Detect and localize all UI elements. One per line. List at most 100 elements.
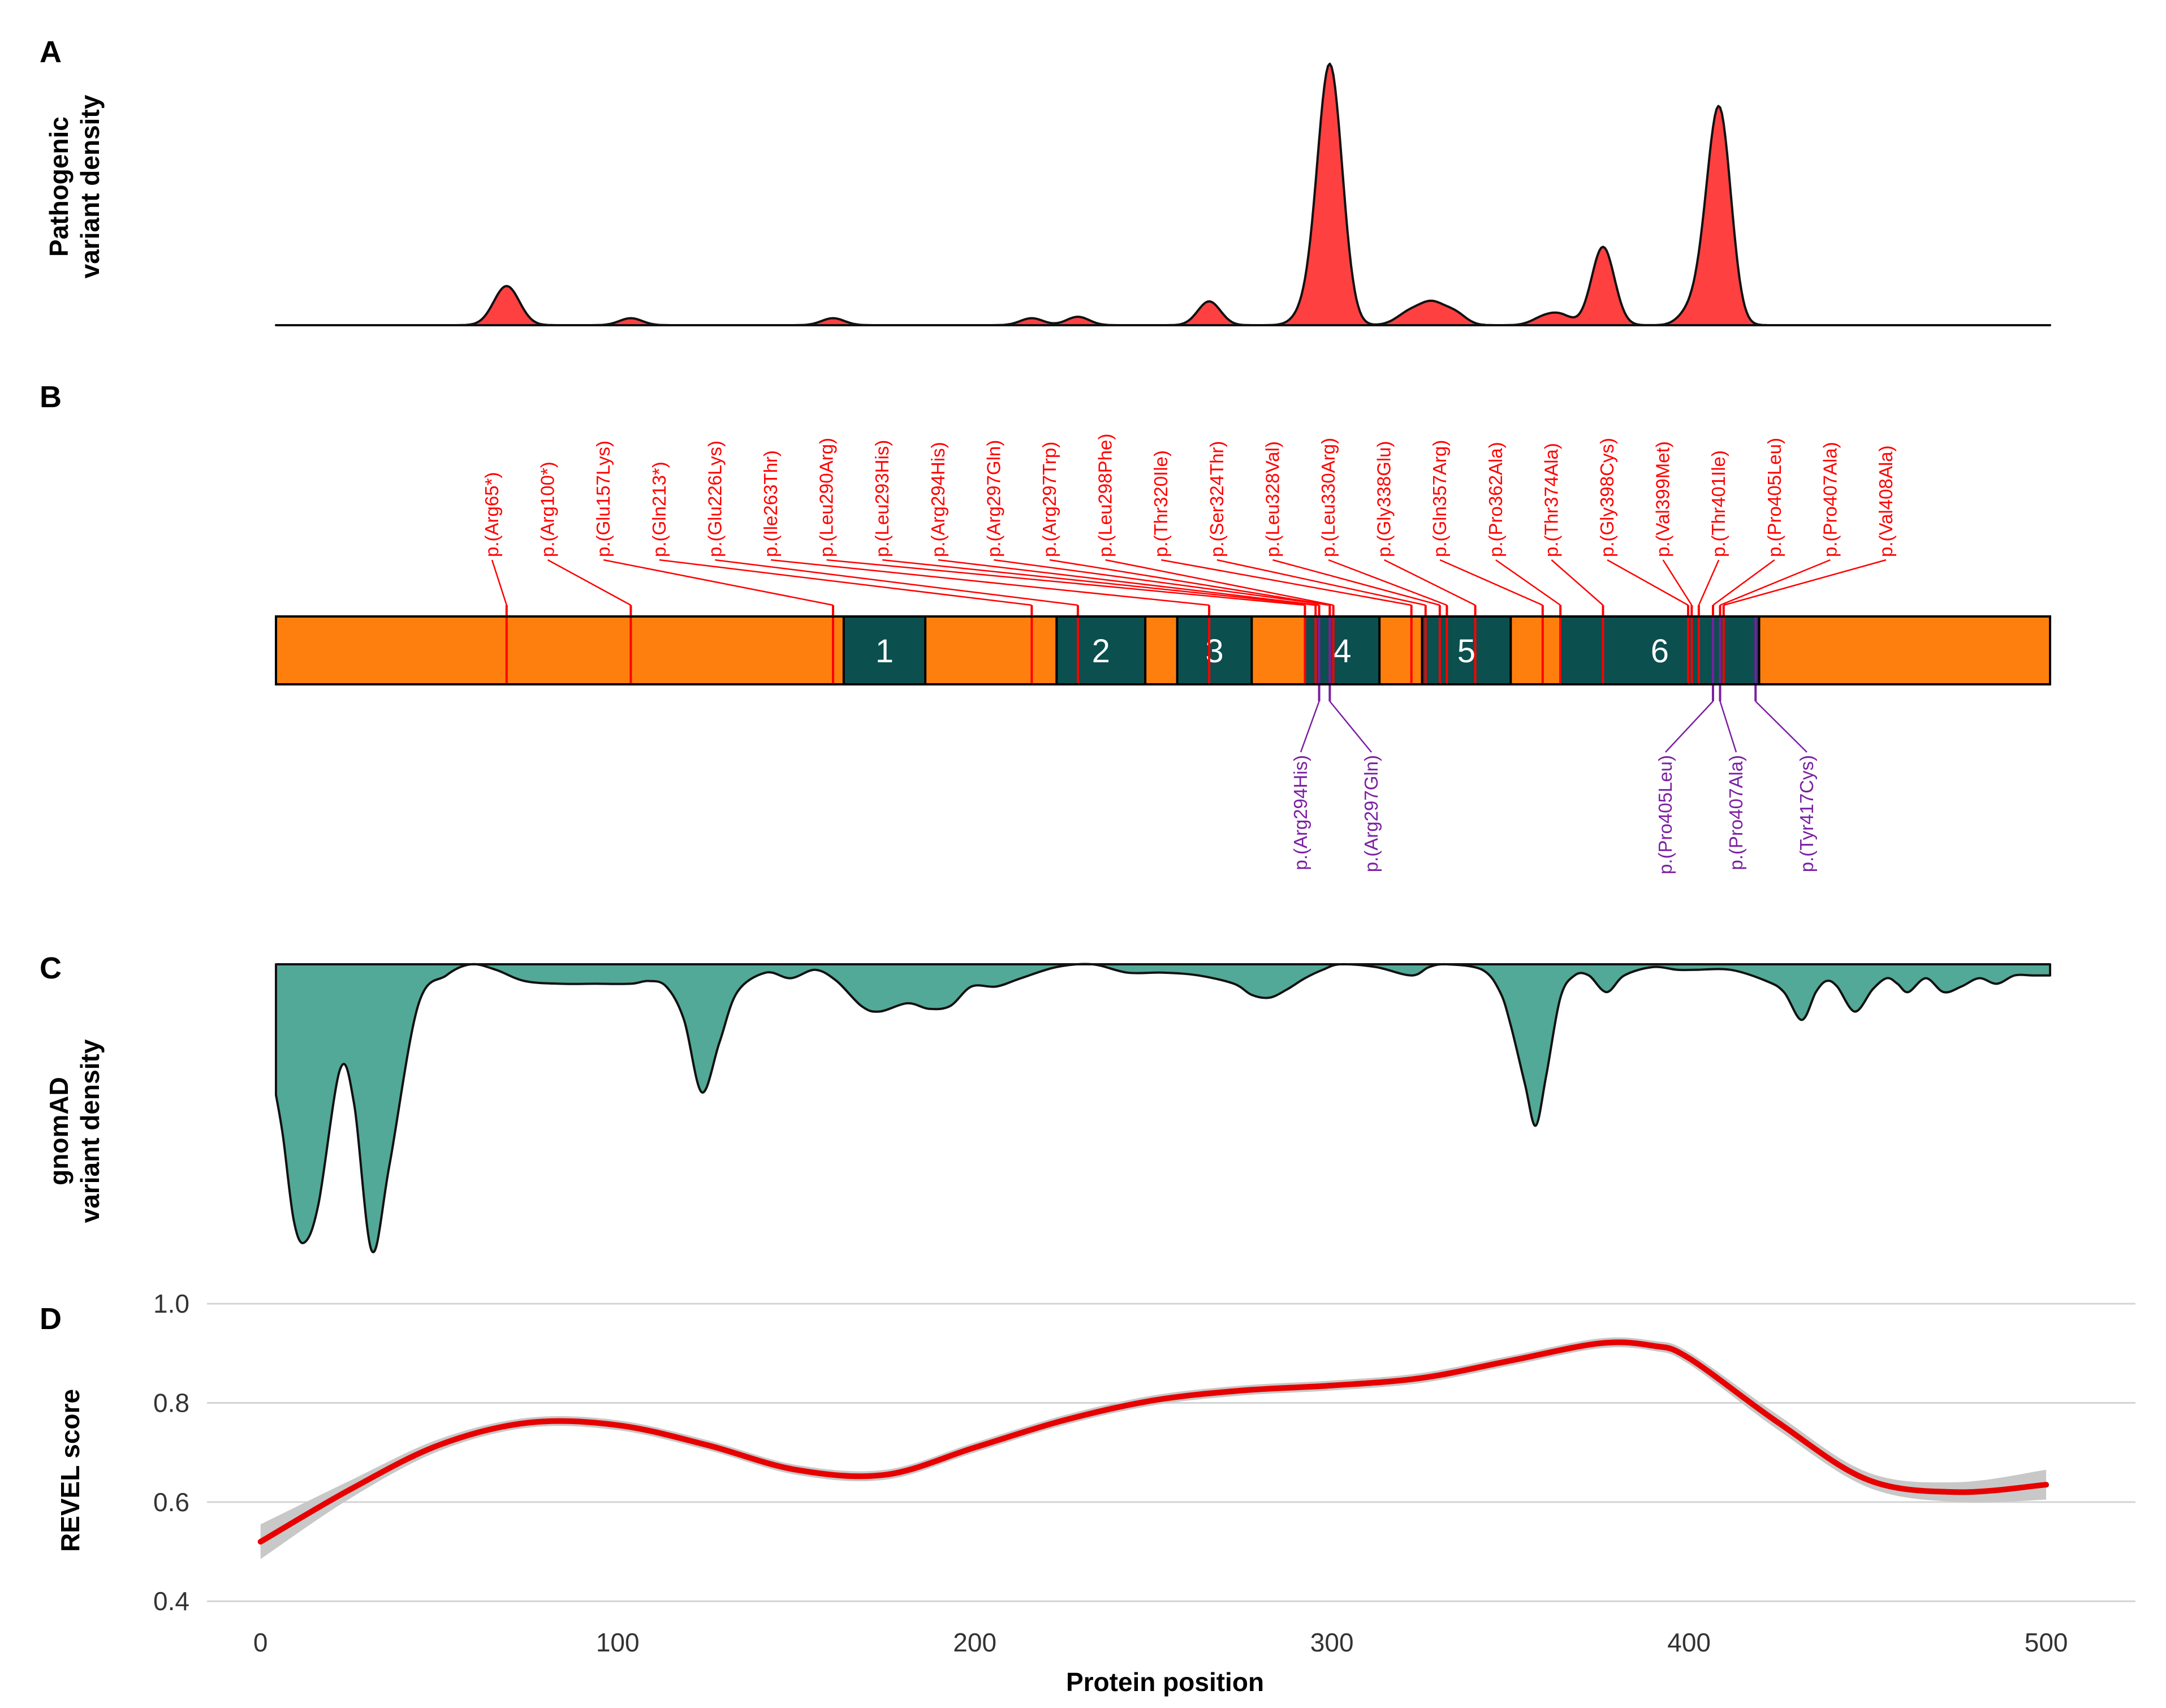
x-tick-label: 0 <box>253 1628 268 1657</box>
pathogenic-connector <box>938 559 1319 606</box>
x-tick-label: 300 <box>1310 1628 1354 1657</box>
domain-1 <box>842 615 927 685</box>
pathogenic-variant-label: p.(Leu328Val) <box>1262 441 1283 557</box>
pathogenic-variant-label: p.(Leu290Arg) <box>816 438 837 557</box>
gnomad-connector <box>1300 701 1320 753</box>
panel-c-ylabel-line1: gnomAD <box>44 1077 74 1185</box>
gnomad-variant-label: p.(Arg294His) <box>1290 755 1311 870</box>
pathogenic-variant-label: p.(Gly398Cys) <box>1597 438 1617 557</box>
panel-a-pathogenic-density: Pathogenic variant density <box>44 62 2051 326</box>
gnomad-variant-label: p.(Pro405Leu) <box>1655 755 1676 874</box>
panel-c-gnomad-density: gnomAD variant density <box>44 963 2051 1253</box>
pathogenic-variant-label: p.(Ile263Thr) <box>760 450 781 557</box>
pathogenic-connector <box>659 559 1032 606</box>
pathogenic-connector <box>715 559 1078 606</box>
pathogenic-variant-label: p.(Gly338Glu) <box>1374 441 1395 557</box>
protein-backbone-outline <box>275 615 2051 685</box>
panel-a-ylabel-line1: Pathogenic <box>44 117 74 257</box>
domain-label-6: 6 <box>1651 633 1669 670</box>
gnomad-variant-group: p.(Arg294His) p.(Arg297Gln) p.(Pro405Leu) p… <box>1290 616 1817 874</box>
pathogenic-connector <box>1160 559 1412 606</box>
panel-d-revel: 0.4 0.6 0.8 1.0 0 100 200 300 400 500 REVEL scor… <box>55 1289 2135 1697</box>
pathogenic-variant-label: p.(Pro362Ala) <box>1485 442 1506 557</box>
pathogenic-density-area <box>275 62 2051 326</box>
revel-xlabel: Protein position <box>1066 1667 1264 1697</box>
panel-c-ylabel-line2: variant density <box>75 1039 105 1223</box>
pathogenic-connector <box>1698 559 1720 606</box>
y-tick-label: 0.8 <box>153 1388 189 1417</box>
pathogenic-connector <box>1272 559 1440 606</box>
pathogenic-variant-label: p.(Glu226Lys) <box>704 441 725 557</box>
pathogenic-variant-label: p.(Leu298Phe) <box>1095 434 1116 557</box>
revel-smooth-line <box>257 1339 2049 1545</box>
pathogenic-variant-label: p.(Arg65*) <box>481 472 502 557</box>
x-tick-label: 200 <box>953 1628 996 1657</box>
domain-label-4: 4 <box>1333 633 1351 670</box>
pathogenic-connector <box>1439 559 1543 606</box>
pathogenic-variant-label: p.(Val399Met) <box>1652 441 1673 557</box>
revel-gridlines <box>207 1302 2135 1602</box>
pathogenic-connector <box>1720 559 1831 606</box>
gnomad-density-area <box>275 963 2051 1253</box>
domain-label-5: 5 <box>1457 633 1475 670</box>
pathogenic-connector <box>547 559 631 606</box>
pathogenic-connector <box>1105 559 1334 606</box>
gnomad-connector <box>1329 701 1372 753</box>
pathogenic-variant-label: p.(Arg100*) <box>537 461 558 557</box>
y-tick-label: 1.0 <box>153 1289 189 1318</box>
pathogenic-connector <box>1216 559 1426 606</box>
pathogenic-variant-label: p.(Arg297Gln) <box>983 440 1004 557</box>
pathogenic-connector <box>1551 559 1604 606</box>
pathogenic-connector <box>994 559 1330 606</box>
pathogenic-connector <box>1723 559 1887 606</box>
domain-label-1: 1 <box>875 633 894 670</box>
x-tick-label: 400 <box>1667 1628 1711 1657</box>
x-tick-label: 100 <box>596 1628 640 1657</box>
pathogenic-variant-label: p.(Thr401Ile) <box>1708 450 1729 557</box>
pathogenic-connector <box>1607 559 1689 606</box>
revel-x-ticks: 0 100 200 300 400 500 <box>253 1628 2068 1657</box>
pathogenic-connector <box>1712 559 1775 606</box>
pathogenic-variant-label: p.(Thr374Ala) <box>1541 443 1561 557</box>
pathogenic-connector <box>770 559 1210 606</box>
pathogenic-variant-label: p.(Gln213*) <box>649 461 670 557</box>
pathogenic-connector <box>603 559 834 606</box>
pathogenic-connector <box>826 559 1305 606</box>
pathogenic-variant-label: p.(Leu330Arg) <box>1318 438 1339 557</box>
pathogenic-variant-group: p.(Arg65*) p.(Arg100*) p.(Glu157Lys) p.(Gln… <box>481 434 1896 684</box>
domain-3 <box>1176 615 1253 685</box>
gnomad-variant-label: p.(Pro407Ala) <box>1725 755 1746 870</box>
y-tick-label: 0.4 <box>153 1586 189 1616</box>
domain-label-2: 2 <box>1092 633 1110 670</box>
gnomad-connector <box>1755 701 1807 753</box>
gnomad-variant-label: p.(Arg297Gln) <box>1361 755 1382 872</box>
gnomad-variant-label: p.(Tyr417Cys) <box>1796 755 1817 872</box>
panel-letter-d: D <box>40 1302 62 1336</box>
pathogenic-connector <box>491 559 507 606</box>
revel-confidence-band <box>260 1337 2047 1559</box>
pathogenic-variant-label: p.(Val408Ala) <box>1875 445 1896 557</box>
pathogenic-connector <box>1384 559 1476 606</box>
pathogenic-connector <box>1662 559 1693 606</box>
pathogenic-variant-label: p.(Arg297Trp) <box>1039 442 1060 557</box>
revel-ylabel: REVEL score <box>55 1389 85 1552</box>
pathogenic-variant-label: p.(Ser324Thr) <box>1206 441 1227 557</box>
panel-letter-b: B <box>40 380 62 414</box>
pathogenic-connector <box>1495 559 1561 606</box>
x-tick-label: 500 <box>2025 1628 2068 1657</box>
pathogenic-variant-label: p.(Glu157Lys) <box>593 441 614 557</box>
pathogenic-variant-label: p.(Pro407Ala) <box>1819 442 1840 557</box>
pathogenic-variant-label: p.(Arg294His) <box>927 442 948 557</box>
gnomad-connector <box>1665 701 1714 753</box>
pathogenic-connector <box>882 559 1316 606</box>
protein-backbone <box>275 615 2051 685</box>
revel-y-ticks: 0.4 0.6 0.8 1.0 <box>153 1289 189 1616</box>
gnomad-connector <box>1719 701 1737 753</box>
pathogenic-connector <box>1328 559 1447 606</box>
pathogenic-variant-label: p.(Leu293His) <box>871 440 892 557</box>
pathogenic-variant-label: p.(Gln357Arg) <box>1429 440 1450 557</box>
pathogenic-variant-label: p.(Thr320Ile) <box>1150 450 1171 557</box>
